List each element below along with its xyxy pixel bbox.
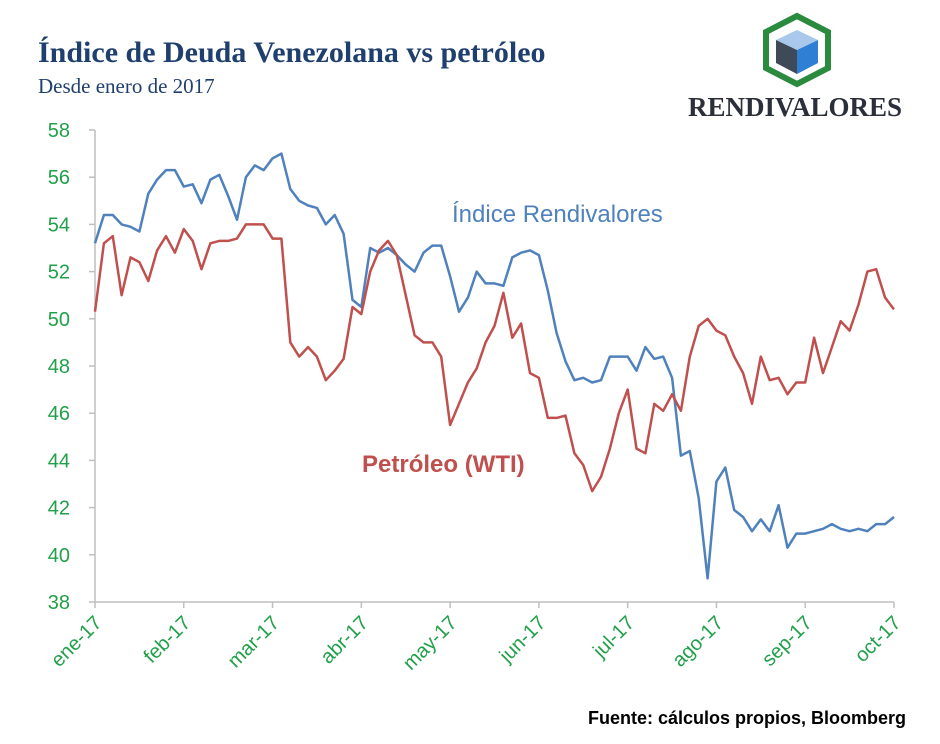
logo-text: RENDIVALORES — [688, 92, 902, 122]
y-tick-label: 40 — [48, 545, 70, 567]
logo-left — [776, 40, 797, 74]
annotation: Petróleo (WTI) — [362, 451, 525, 478]
y-tick-label: 56 — [48, 167, 70, 189]
logo-hex — [763, 12, 831, 88]
y-tick-label: 42 — [48, 498, 70, 520]
y-tick-label: 44 — [48, 450, 70, 472]
logo-right — [797, 40, 818, 74]
x-tick-label: sep-17 — [758, 612, 817, 671]
x-tick-label: ene-17 — [47, 612, 107, 672]
x-tick-label: abr-17 — [316, 612, 372, 668]
x-tick-label: jun-17 — [495, 612, 551, 668]
annotation: Índice Rendivalores — [452, 201, 663, 228]
chart-title: Índice de Deuda Venezolana vs petróleo — [38, 36, 546, 69]
series-line — [93, 223, 895, 493]
chart-subtitle: Desde enero de 2017 — [38, 74, 215, 98]
x-tick-label: may-17 — [399, 612, 462, 675]
x-tick-label: feb-17 — [140, 612, 196, 668]
x-tick-label: ago-17 — [668, 612, 728, 672]
logo: RENDIVALORES — [688, 12, 902, 122]
y-tick-label: 58 — [48, 120, 70, 142]
y-tick-label: 52 — [48, 262, 70, 284]
y-tick-label: 50 — [48, 309, 70, 331]
y-tick-label: 46 — [48, 403, 70, 425]
x-tick-label: jul-17 — [588, 612, 639, 663]
source: Fuente: cálculos propios, Bloomberg — [588, 708, 906, 728]
series-line — [93, 152, 895, 580]
y-tick-label: 38 — [48, 592, 70, 614]
x-tick-label: oct-17 — [851, 612, 906, 667]
y-tick-label: 48 — [48, 356, 70, 378]
x-tick-label: mar-17 — [224, 612, 284, 672]
y-tick-label: 54 — [48, 214, 70, 236]
